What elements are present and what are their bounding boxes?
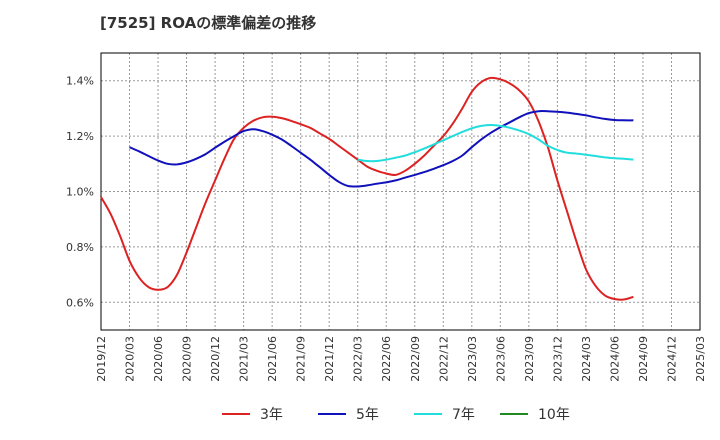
x-tick-label: 2024/06 xyxy=(608,336,621,382)
series-line-0 xyxy=(100,76,634,301)
x-tick-label: 2021/06 xyxy=(266,336,279,382)
x-tick-label: 2020/06 xyxy=(152,336,165,382)
y-tick-label: 1.4% xyxy=(66,75,94,88)
x-tick-label: 2019/12 xyxy=(95,336,108,382)
x-tick-label: 2024/12 xyxy=(665,336,678,382)
x-tick-label: 2021/12 xyxy=(323,336,336,382)
legend-swatch xyxy=(414,413,442,415)
x-tick-label: 2023/12 xyxy=(551,336,564,382)
legend-swatch xyxy=(500,413,528,415)
legend-label: 7年 xyxy=(452,407,475,423)
x-tick-label: 2023/03 xyxy=(466,336,479,382)
legend-swatch xyxy=(318,413,346,415)
x-tick-label: 2023/09 xyxy=(523,336,536,382)
x-tick-label: 2022/09 xyxy=(409,336,422,382)
x-tick-label: 2020/03 xyxy=(124,336,137,382)
legend-item: 5年 xyxy=(318,402,379,426)
series-line-2 xyxy=(357,123,634,163)
x-tick-label: 2025/03 xyxy=(694,336,707,382)
x-tick-label: 2022/03 xyxy=(352,336,365,382)
legend-label: 3年 xyxy=(260,407,283,423)
y-tick-label: 1.0% xyxy=(66,186,94,199)
x-tick-label: 2020/12 xyxy=(209,336,222,382)
legend-item: 7年 xyxy=(414,402,475,426)
x-tick-label: 2021/09 xyxy=(295,336,308,382)
legend-item: 3年 xyxy=(222,402,283,426)
x-tick-label: 2022/12 xyxy=(437,336,450,382)
y-tick-label: 0.8% xyxy=(66,241,94,254)
x-tick-label: 2020/09 xyxy=(181,336,194,382)
y-tick-label: 0.6% xyxy=(66,296,94,309)
x-tick-label: 2022/06 xyxy=(380,336,393,382)
series-line-1 xyxy=(129,109,634,188)
x-tick-label: 2021/03 xyxy=(238,336,251,382)
legend-label: 10年 xyxy=(538,407,570,423)
x-tick-label: 2024/03 xyxy=(580,336,593,382)
y-tick-label: 1.2% xyxy=(66,130,94,143)
plot-frame xyxy=(100,52,701,331)
x-tick-label: 2023/06 xyxy=(494,336,507,382)
legend-swatch xyxy=(222,413,250,415)
x-tick-label: 2024/09 xyxy=(637,336,650,382)
legend: 3年 5年 7年 10年 xyxy=(0,402,720,426)
legend-label: 5年 xyxy=(356,407,379,423)
chart-title: [7525] ROAの標準偏差の推移 xyxy=(100,14,317,32)
legend-item: 10年 xyxy=(500,402,570,426)
